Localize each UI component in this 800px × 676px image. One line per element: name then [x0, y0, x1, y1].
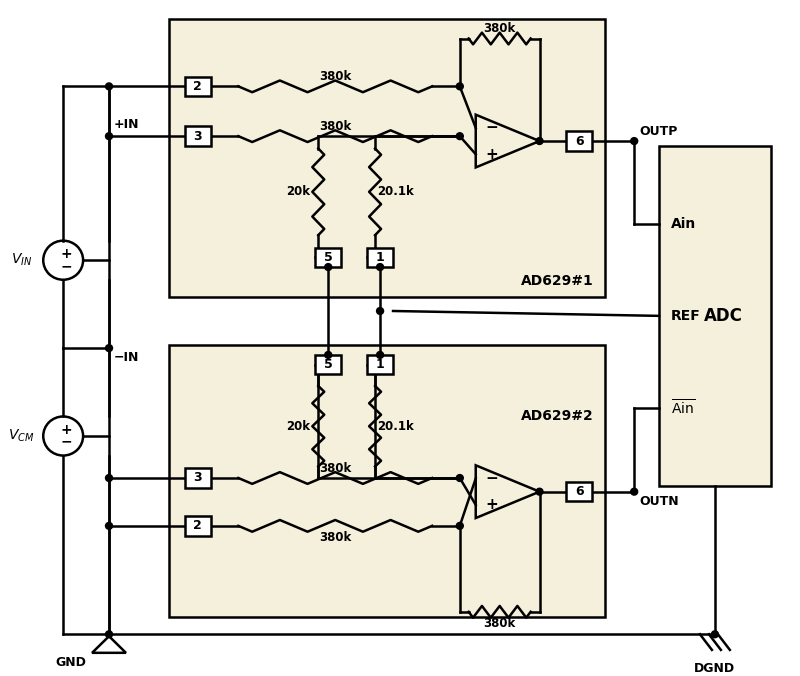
Circle shape [456, 83, 463, 90]
Circle shape [456, 132, 463, 139]
Text: AD629#1: AD629#1 [521, 274, 594, 287]
Text: $V_{IN}$: $V_{IN}$ [10, 252, 32, 268]
Text: Ain: Ain [671, 217, 696, 231]
Circle shape [377, 264, 383, 270]
Bar [185, 468, 210, 488]
Bar [315, 355, 342, 375]
Text: 5: 5 [324, 358, 333, 371]
Text: GND: GND [56, 656, 86, 669]
Circle shape [106, 345, 113, 352]
Bar [659, 146, 770, 486]
Circle shape [630, 138, 638, 145]
Text: DGND: DGND [694, 662, 735, 675]
Bar [185, 126, 210, 146]
Text: 380k: 380k [483, 617, 516, 630]
Text: 6: 6 [575, 485, 584, 498]
Circle shape [106, 83, 113, 90]
Text: 20k: 20k [286, 185, 310, 198]
Text: 20.1k: 20.1k [377, 185, 414, 198]
Bar [367, 355, 393, 375]
Text: −: − [486, 120, 498, 135]
Circle shape [377, 352, 383, 358]
Text: +: + [60, 423, 72, 437]
Circle shape [377, 308, 383, 314]
Circle shape [325, 352, 332, 358]
Text: 3: 3 [194, 130, 202, 143]
Text: ADC: ADC [703, 307, 742, 325]
Text: +: + [486, 147, 498, 162]
Bar [566, 482, 592, 502]
Circle shape [325, 264, 332, 270]
Text: 1: 1 [376, 251, 385, 264]
Circle shape [106, 132, 113, 139]
Bar [185, 516, 210, 535]
Text: REF: REF [671, 309, 701, 323]
Circle shape [536, 138, 543, 145]
Bar [315, 247, 342, 267]
Text: 3: 3 [194, 471, 202, 485]
Text: $V_{CM}$: $V_{CM}$ [8, 428, 34, 444]
Circle shape [456, 475, 463, 481]
Text: 5: 5 [324, 251, 333, 264]
Text: OUTP: OUTP [639, 125, 678, 138]
Text: 20.1k: 20.1k [377, 420, 414, 433]
Text: OUTN: OUTN [639, 495, 678, 508]
Circle shape [106, 475, 113, 481]
Text: −: − [60, 259, 72, 273]
Text: AD629#2: AD629#2 [521, 409, 594, 422]
Text: $\overline{\mathrm{Ain}}$: $\overline{\mathrm{Ain}}$ [671, 398, 695, 417]
Circle shape [536, 488, 543, 495]
Text: 2: 2 [194, 80, 202, 93]
Bar [566, 131, 592, 151]
Text: 1: 1 [376, 358, 385, 371]
Text: 6: 6 [575, 135, 584, 147]
Circle shape [106, 631, 113, 637]
Text: 2: 2 [194, 519, 202, 533]
Text: 20k: 20k [286, 420, 310, 433]
Text: +: + [486, 498, 498, 512]
Text: 380k: 380k [319, 120, 351, 133]
Text: 380k: 380k [483, 22, 516, 35]
Text: 380k: 380k [319, 462, 351, 475]
Text: −: − [486, 471, 498, 486]
Bar [185, 76, 210, 96]
Text: 380k: 380k [319, 70, 351, 83]
Text: +: + [60, 247, 72, 262]
Bar [169, 19, 606, 297]
Circle shape [630, 488, 638, 495]
Circle shape [106, 523, 113, 529]
Text: +IN: +IN [114, 118, 139, 131]
Bar [169, 345, 606, 617]
Circle shape [456, 523, 463, 529]
Bar [367, 247, 393, 267]
Text: 380k: 380k [319, 531, 351, 544]
Text: −: − [60, 435, 72, 449]
Text: −IN: −IN [114, 351, 139, 364]
Circle shape [711, 631, 718, 637]
